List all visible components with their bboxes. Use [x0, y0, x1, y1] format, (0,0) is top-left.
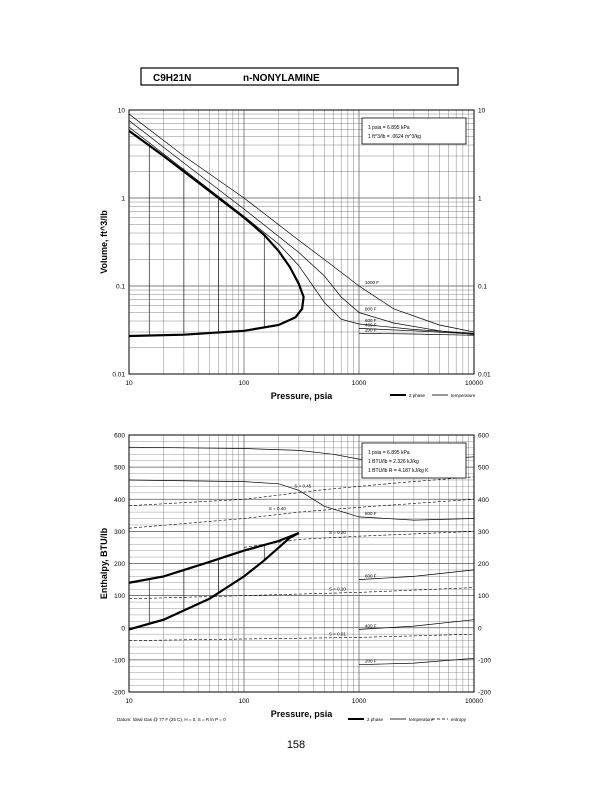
y-tick-label: 500 — [114, 465, 125, 472]
x-tick-label: 100 — [239, 380, 250, 387]
series-2-phase — [129, 531, 300, 631]
legend-label: temperature — [451, 393, 476, 398]
y-tick-label: 400 — [114, 497, 125, 504]
header-box: C9H21N n-NONYLAMINE — [140, 67, 459, 86]
y-tick-label: 0.01 — [112, 372, 125, 379]
datum-note: Datum: Ideal Gas @ 77 F (25 C), H = 0, S… — [117, 717, 226, 722]
series-s-0-20 — [243, 531, 474, 548]
y-tick-label-right: 500 — [478, 465, 489, 472]
curve-label: 600 F — [365, 574, 377, 579]
info-box-line: 1 psia = 6.895 kPa — [368, 125, 410, 131]
series-group — [129, 113, 474, 338]
curve-label: S = 0.20 — [329, 530, 346, 535]
legend-label: 2 phase — [367, 717, 384, 722]
curve-label: 200 F — [365, 327, 377, 332]
y-tick-label: 1 — [121, 196, 125, 203]
curve-label: 400 F — [365, 322, 377, 327]
x-tick-label: 10000 — [465, 698, 483, 705]
series-200-f — [358, 657, 474, 666]
curve-label: S = 0.01 — [329, 631, 346, 636]
info-box-frame — [361, 117, 467, 145]
curve-label: 800 F — [365, 306, 377, 311]
y-tick-label-right: 400 — [478, 497, 489, 504]
series-s-0-01 — [129, 633, 474, 641]
x-tick-label: 100 — [239, 698, 250, 705]
x-tick-label: 10 — [125, 698, 133, 705]
y-axis-label: Enthalpy, BTU/lb — [99, 527, 109, 599]
x-axis-label: Pressure, psia — [271, 391, 334, 401]
y-tick-label: 0 — [121, 625, 125, 632]
y-tick-label-right: 300 — [478, 529, 489, 536]
y-tick-label-right: 0.01 — [478, 372, 491, 379]
y-tick-label: 10 — [118, 108, 126, 115]
series-400-f — [358, 328, 474, 335]
legend-label: entropy — [451, 717, 467, 722]
y-axis-label: Volume, ft^3/lb — [99, 210, 109, 274]
curve-label: S = 0.45 — [294, 484, 311, 489]
plot-frame — [128, 109, 475, 375]
curve-label: S = 0.10 — [329, 586, 346, 591]
page-number: 158 — [287, 739, 305, 751]
y-tick-label: 200 — [114, 561, 125, 568]
series-s-0-45 — [129, 476, 474, 506]
y-tick-label-right: 10 — [478, 108, 486, 115]
info-box-line: 1 ft^3/lb = .0624 m^3/kg — [368, 134, 421, 140]
x-tick-label: 10000 — [465, 380, 483, 387]
y-tick-label-right: 1 — [478, 196, 482, 203]
legend-label: temperature — [409, 717, 434, 722]
y-tick-label: 600 — [114, 433, 125, 440]
curve-label: 400 F — [365, 623, 377, 628]
series-200-f — [358, 332, 474, 336]
series-400-f — [358, 619, 474, 630]
info-box-line: 1 psia = 6.895 kPa — [368, 450, 410, 456]
legend: 2 phase temperature entropy — [348, 717, 467, 722]
y-tick-label-right: -100 — [478, 657, 491, 664]
series-800-f — [129, 120, 474, 336]
x-axis-label: Pressure, psia — [271, 709, 334, 719]
series-600-f — [129, 126, 474, 334]
y-tick-label: 100 — [114, 593, 125, 600]
legend: 2 phase temperature — [390, 393, 476, 398]
info-box-line: 1 BTU/lb R = 4.187 kJ/kg K — [368, 468, 429, 474]
series-s-0-40 — [129, 499, 474, 529]
curve-label: 1000 F — [365, 280, 379, 285]
y-tick-label-right: 0.1 — [478, 284, 487, 291]
info-box: 1 psia = 6.895 kPa 1 BTU/lb = 2.326 kJ/kg… — [361, 442, 467, 479]
curve-label: 200 F — [365, 659, 377, 664]
compound-formula: C9H21N — [153, 73, 191, 84]
plot-frame — [128, 434, 475, 693]
x-tick-label: 1000 — [352, 380, 367, 387]
y-tick-label: 300 — [114, 529, 125, 536]
y-tick-label-right: 600 — [478, 433, 489, 440]
series-1000-f — [129, 113, 474, 333]
series-s-0-10 — [129, 587, 474, 600]
y-tick-label-right: -200 — [478, 690, 491, 697]
curve-label: S = 0.40 — [269, 506, 286, 511]
info-box: 1 psia = 6.895 kPa 1 ft^3/lb = .0624 m^3/… — [361, 117, 467, 145]
y-tick-label-right: 200 — [478, 561, 489, 568]
curve-label: 800 F — [365, 511, 377, 516]
y-tick-label: -100 — [112, 657, 125, 664]
compound-name: n-NONYLAMINE — [243, 73, 320, 84]
y-tick-label: 0.1 — [116, 284, 125, 291]
series-800-f — [129, 479, 474, 521]
series-600-f — [358, 569, 474, 580]
series-group — [129, 446, 474, 666]
x-tick-label: 10 — [125, 380, 133, 387]
curve-label: 600 F — [365, 318, 377, 323]
x-tick-label: 1000 — [352, 698, 367, 705]
y-tick-label: -200 — [112, 690, 125, 697]
series-2-phase — [129, 129, 305, 338]
y-tick-label-right: 0 — [478, 625, 482, 632]
y-tick-label-right: 100 — [478, 593, 489, 600]
info-box-frame — [361, 442, 467, 479]
info-box-line: 1 BTU/lb = 2.326 kJ/kg — [368, 459, 419, 465]
legend-label: 2 phase — [409, 393, 426, 398]
